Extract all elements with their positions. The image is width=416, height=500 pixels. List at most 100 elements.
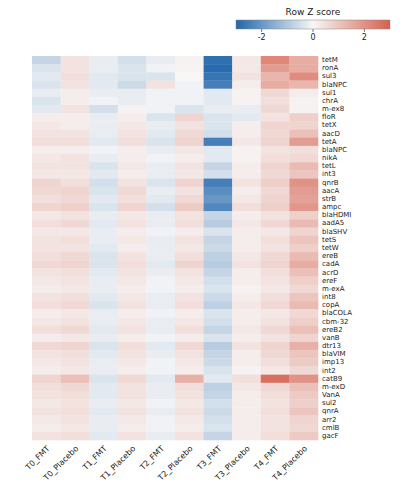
heatmap-cell — [118, 326, 147, 334]
heatmap-cell — [146, 146, 175, 154]
heatmap-cell — [32, 424, 61, 432]
heatmap-cell — [232, 105, 261, 113]
heatmap-cell — [261, 203, 290, 211]
row-label: blaSHV — [322, 228, 347, 236]
heatmap-cell — [261, 187, 290, 195]
heatmap-cell — [146, 252, 175, 260]
heatmap-cell — [118, 236, 147, 244]
heatmap-cell — [61, 268, 90, 276]
heatmap-cell — [118, 260, 147, 268]
heatmap-cell — [89, 113, 118, 121]
heatmap-cell — [118, 383, 147, 391]
heatmap-cell — [146, 228, 175, 236]
heatmap-cell — [146, 121, 175, 129]
heatmap-cell — [118, 211, 147, 219]
heatmap-cell — [204, 228, 233, 236]
heatmap-cell — [232, 326, 261, 334]
heatmap-cell — [32, 391, 61, 399]
heatmap-cell — [61, 334, 90, 342]
heatmap-cell — [289, 366, 318, 374]
heatmap-cell — [175, 293, 204, 301]
heatmap-cell — [118, 170, 147, 178]
column-label: T4_FMT — [252, 444, 281, 473]
heatmap-cell — [204, 293, 233, 301]
heatmap-cell — [118, 81, 147, 89]
heatmap-cell — [32, 399, 61, 407]
heatmap-cell — [204, 195, 233, 203]
cells — [32, 56, 318, 440]
heatmap-cell — [118, 179, 147, 187]
heatmap-cell — [118, 277, 147, 285]
heatmap-cell — [89, 375, 118, 383]
heatmap-cell — [289, 326, 318, 334]
heatmap-cell — [261, 228, 290, 236]
heatmap-cell — [32, 432, 61, 440]
heatmap-cell — [118, 424, 147, 432]
heatmap-cell — [32, 350, 61, 358]
heatmap-cell — [61, 350, 90, 358]
heatmap-cell — [261, 252, 290, 260]
heatmap-cell — [32, 187, 61, 195]
heatmap-cell — [61, 399, 90, 407]
heatmap-cell — [89, 399, 118, 407]
heatmap-cell — [89, 187, 118, 195]
heatmap-cell — [204, 130, 233, 138]
column-label: T2_Placebo — [156, 444, 195, 483]
heatmap-cell — [32, 342, 61, 350]
heatmap-cell — [175, 89, 204, 97]
heatmap-cell — [118, 138, 147, 146]
heatmap-cell — [204, 146, 233, 154]
heatmap-cell — [146, 277, 175, 285]
colorbar: Row Z score-202 — [236, 7, 390, 42]
heatmap-cell — [61, 317, 90, 325]
column-label: T3_FMT — [195, 444, 224, 473]
heatmap-cell — [61, 358, 90, 366]
heatmap-cell — [232, 391, 261, 399]
heatmap-cell — [261, 277, 290, 285]
heatmap-cell — [61, 366, 90, 374]
heatmap-cell — [232, 277, 261, 285]
heatmap-cell — [32, 130, 61, 138]
heatmap-cell — [232, 260, 261, 268]
heatmap-cell — [261, 154, 290, 162]
heatmap-cell — [289, 228, 318, 236]
heatmap-cell — [204, 301, 233, 309]
heatmap-cell — [289, 383, 318, 391]
heatmap-cell — [289, 399, 318, 407]
heatmap-cell — [175, 260, 204, 268]
row-label: blaHDMI — [322, 211, 351, 219]
heatmap-cell — [261, 211, 290, 219]
heatmap-cell — [146, 113, 175, 121]
heatmap-cell — [118, 203, 147, 211]
heatmap-cell — [261, 121, 290, 129]
heatmap-cell — [175, 285, 204, 293]
heatmap-cell — [261, 97, 290, 105]
row-label: int3 — [322, 170, 336, 178]
heatmap-cell — [146, 407, 175, 415]
heatmap-cell — [232, 432, 261, 440]
row-label: aadA5 — [322, 219, 344, 227]
heatmap-cell — [232, 56, 261, 64]
heatmap-cell — [204, 211, 233, 219]
heatmap-cell — [232, 293, 261, 301]
heatmap-cell — [232, 203, 261, 211]
heatmap-cell — [261, 64, 290, 72]
row-label: ereB — [322, 252, 338, 260]
heatmap-cell — [89, 260, 118, 268]
heatmap-cell — [32, 317, 61, 325]
column-label: T4_Placebo — [270, 444, 309, 483]
heatmap-cell — [118, 244, 147, 252]
heatmap-cell — [289, 391, 318, 399]
heatmap-cell — [289, 97, 318, 105]
heatmap-cell — [175, 317, 204, 325]
heatmap-cell — [89, 105, 118, 113]
heatmap-cell — [89, 130, 118, 138]
heatmap-cell — [118, 72, 147, 80]
row-label: aacA — [322, 187, 339, 195]
heatmap-cell — [61, 97, 90, 105]
heatmap-cell — [261, 358, 290, 366]
heatmap-cell — [61, 162, 90, 170]
row-label: aacD — [322, 130, 340, 138]
heatmap-cell — [61, 56, 90, 64]
heatmap-cell — [232, 195, 261, 203]
